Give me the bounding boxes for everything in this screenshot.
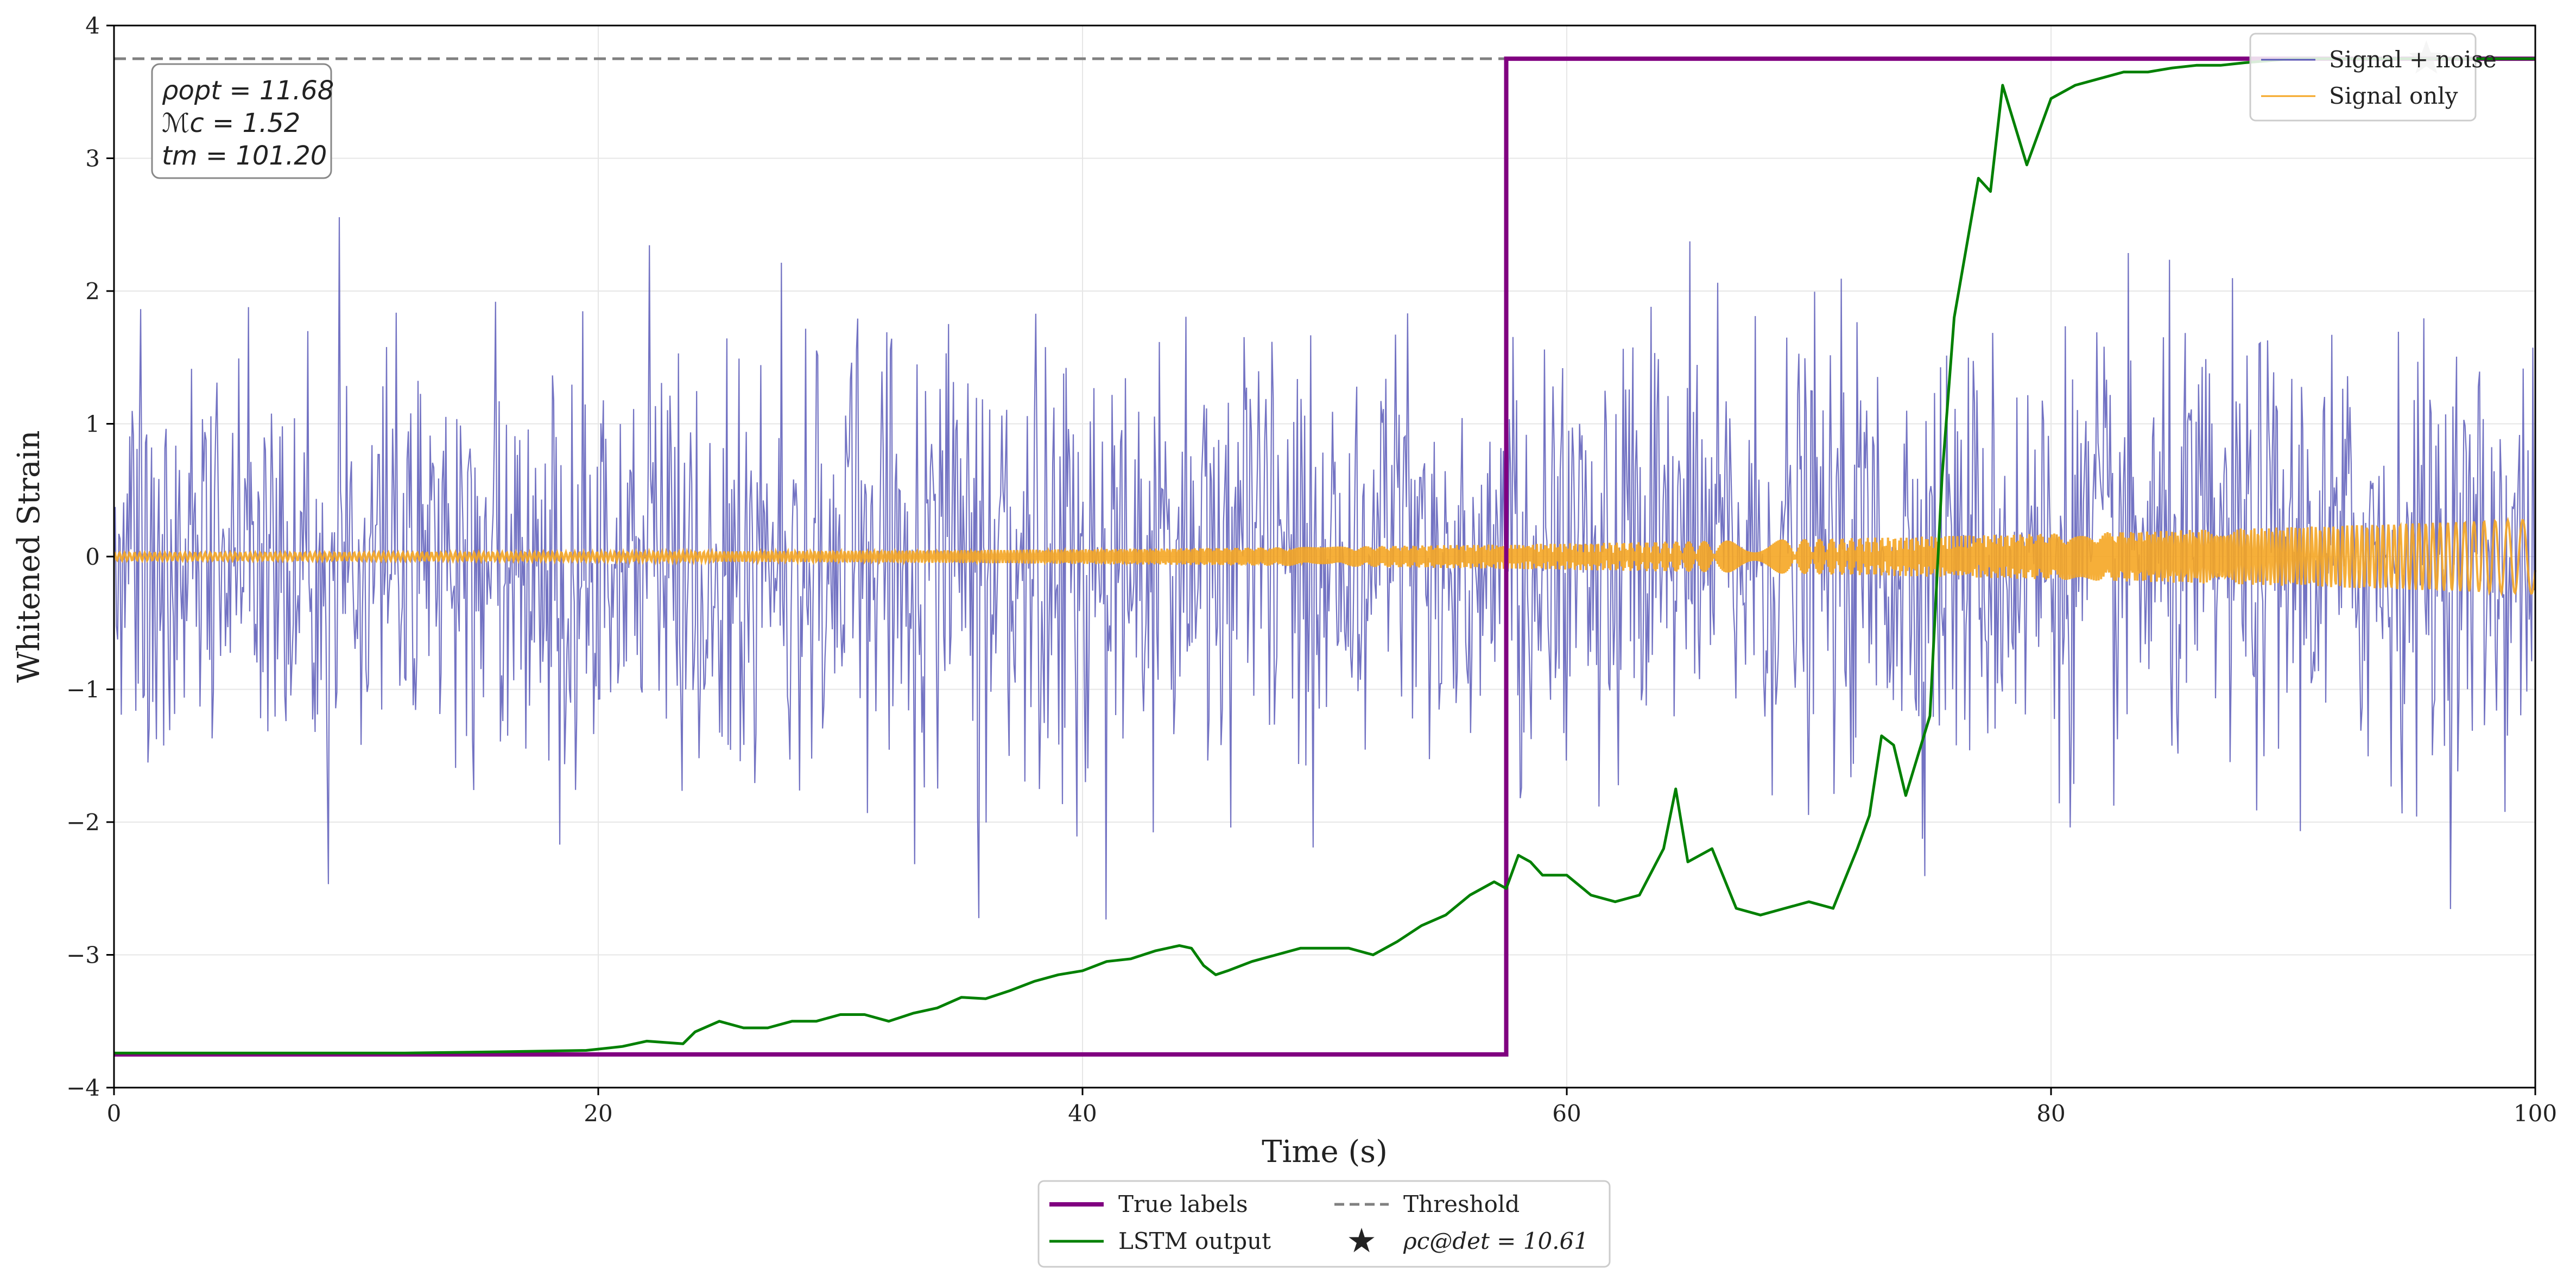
legend-upper-right-frame xyxy=(2249,33,2477,122)
x-tick-label: 40 xyxy=(1068,1100,1097,1127)
legend-upper-right: Signal + noise Signal only xyxy=(2249,33,2497,122)
annotation-rho-opt: ρopt = 11.68 xyxy=(162,75,334,106)
series-signal-plus-noise xyxy=(113,217,2536,920)
annotation-chirp-mass: ℳc = 1.52 xyxy=(162,108,300,138)
y-axis-title: Whitened Strain xyxy=(11,430,47,683)
legend-bottom: True labels Threshold LSTM output ★ ρc@d… xyxy=(1037,1180,1611,1268)
y-tick-label: −1 xyxy=(66,677,100,703)
y-tick-label: −2 xyxy=(66,809,100,836)
legend-lstm-output-label: LSTM output xyxy=(1118,1228,1271,1254)
y-tick-label: 0 xyxy=(85,544,100,570)
legend-threshold-label: Threshold xyxy=(1403,1191,1520,1217)
y-tick-label: 4 xyxy=(85,12,100,39)
y-tick-label: 2 xyxy=(85,278,100,305)
legend-detection-marker-label: ρc@det = 10.61 xyxy=(1403,1228,1588,1254)
x-tick-label: 80 xyxy=(2036,1100,2065,1127)
plot-area xyxy=(113,24,2536,1089)
x-tick-label: 60 xyxy=(1552,1100,1581,1127)
x-tick-label: 0 xyxy=(107,1100,122,1127)
annotation-box-frame xyxy=(151,63,332,179)
legend-signal-plus-noise-label: Signal + noise xyxy=(2329,46,2497,73)
parameter-annotation-box: ρopt = 11.68 ℳc = 1.52 tm = 101.20 xyxy=(151,63,334,179)
legend-bottom-frame xyxy=(1037,1180,1611,1268)
true-labels-line xyxy=(114,56,2535,1057)
y-tick-label: −3 xyxy=(66,942,100,969)
legend-detection-marker-star-icon: ★ xyxy=(1346,1221,1377,1260)
legend-true-labels-label: True labels xyxy=(1118,1191,1248,1217)
series-signal-only xyxy=(113,516,2536,597)
series-true-labels xyxy=(114,56,2535,1057)
x-axis-ticks: 0 20 40 60 80 100 xyxy=(107,1088,2557,1127)
x-axis-title: Time (s) xyxy=(1262,1134,1388,1170)
x-tick-label: 100 xyxy=(2514,1100,2557,1127)
series-lstm-output xyxy=(114,57,2535,1054)
annotation-merger-time: tm = 101.20 xyxy=(162,141,327,171)
y-tick-label: 3 xyxy=(85,146,100,172)
y-axis-ticks: −4 −3 −2 −1 0 1 2 3 4 xyxy=(66,12,114,1101)
x-tick-label: 20 xyxy=(584,1100,612,1127)
signal-plus-noise-line xyxy=(113,217,2536,920)
y-tick-label: 1 xyxy=(85,411,100,438)
lstm-output-line xyxy=(114,57,2535,1054)
y-tick-label: −4 xyxy=(66,1075,100,1101)
signal-only-line xyxy=(113,516,2536,597)
legend-signal-only-label: Signal only xyxy=(2329,83,2458,109)
